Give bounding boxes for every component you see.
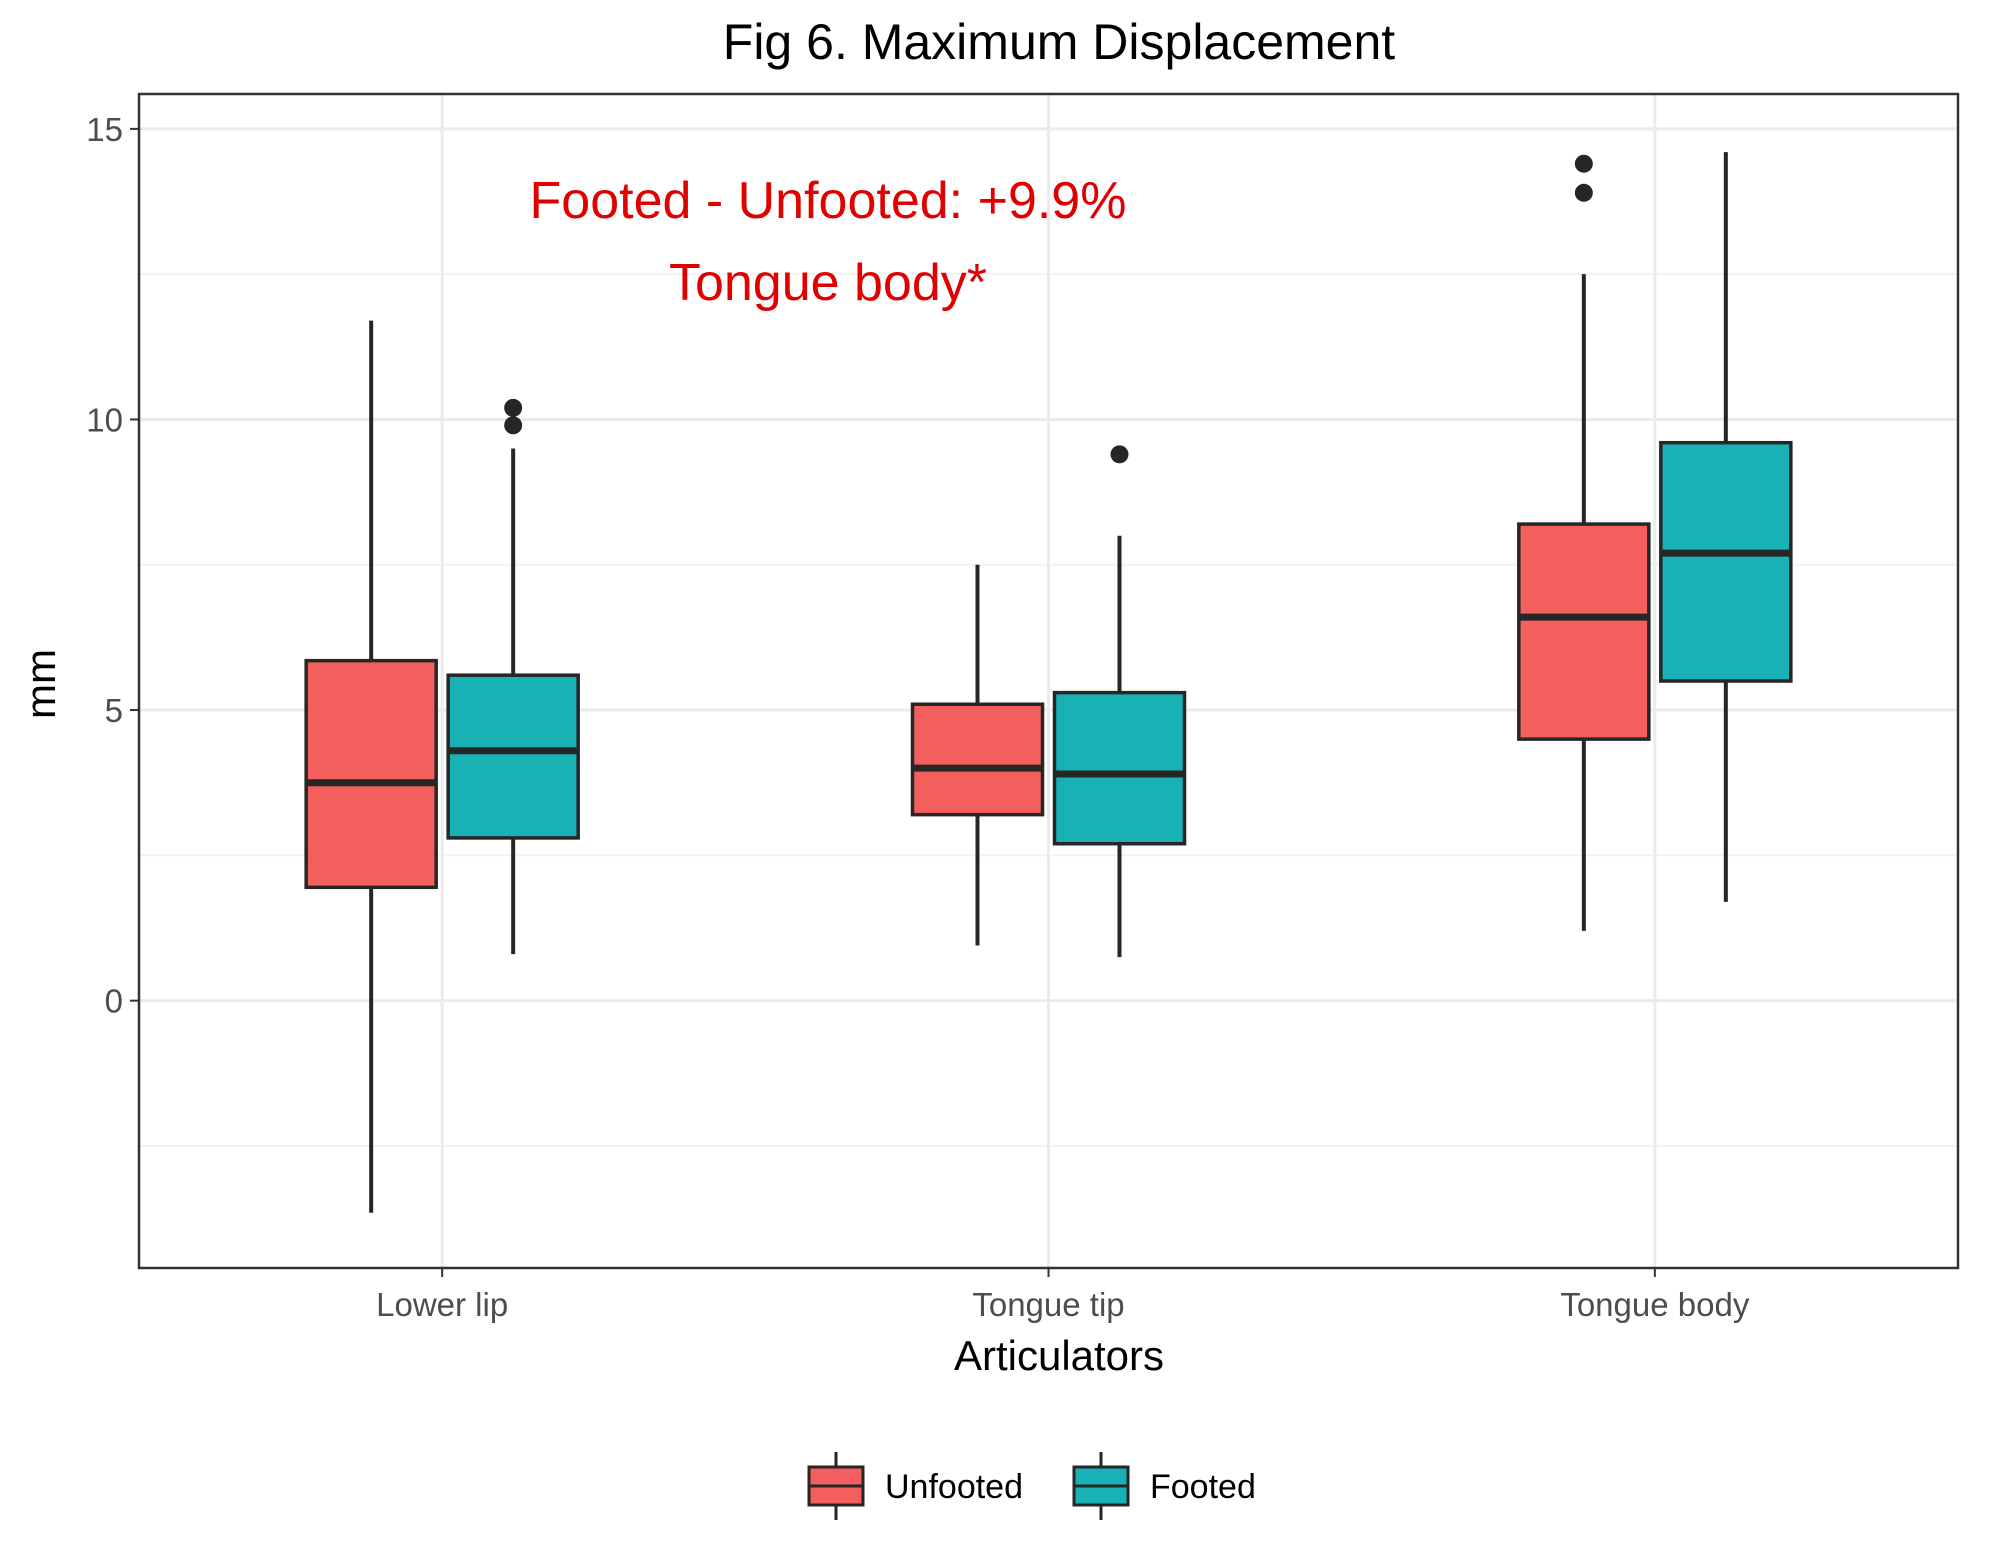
y-tick-label: 5 [105,692,123,729]
box-unfooted-tongue-tip [910,564,1045,946]
annotation-difference: Footed - Unfooted: +9.9% [530,172,1127,230]
outlier-point [504,398,523,417]
x-tick-label: Lower lip [376,1286,508,1323]
y-axis-title: mm [17,649,64,719]
annotation-group: Footed - Unfooted: +9.9% Tongue body* [530,172,1127,312]
legend-label: Footed [1150,1468,1256,1506]
box-series [304,152,1793,1213]
y-tick-label: 15 [86,111,123,148]
outlier-point [1574,154,1593,173]
x-tick-label: Tongue tip [972,1286,1124,1323]
box-iqr [910,702,1045,817]
box-unfooted-lower-lip [304,320,438,1213]
y-axis-ticks: 0 5 10 15 [86,111,139,1020]
x-axis-title: Articulators [954,1332,1164,1379]
box-unfooted-tongue-body [1517,154,1651,931]
gridlines [139,94,1958,1268]
outlier-point [1574,183,1593,202]
legend-item-footed: Footed [1072,1452,1256,1520]
box-iqr [1517,522,1651,741]
chart-title: Fig 6. Maximum Displacement [723,14,1396,70]
outlier-point [504,416,523,435]
legend-item-unfooted: Unfooted [807,1452,1023,1520]
box-iqr [1659,440,1793,683]
x-axis-ticks: Lower lip Tongue tip Tongue body [376,1268,1750,1323]
annotation-significance: Tongue body* [669,254,987,312]
y-tick-label: 10 [86,401,123,438]
box-footed-tongue-tip [1052,445,1187,958]
box-footed-tongue-body [1659,152,1793,902]
outlier-point [1110,445,1129,464]
legend: Unfooted Footed [807,1452,1256,1520]
box-iqr [446,673,580,840]
plot-border [137,92,1960,1270]
x-tick-label: Tongue body [1560,1286,1749,1323]
box-iqr [1052,690,1187,846]
box-iqr [304,658,438,890]
y-tick-label: 0 [105,983,123,1020]
legend-label: Unfooted [885,1468,1023,1506]
box-footed-lower-lip [446,398,580,955]
